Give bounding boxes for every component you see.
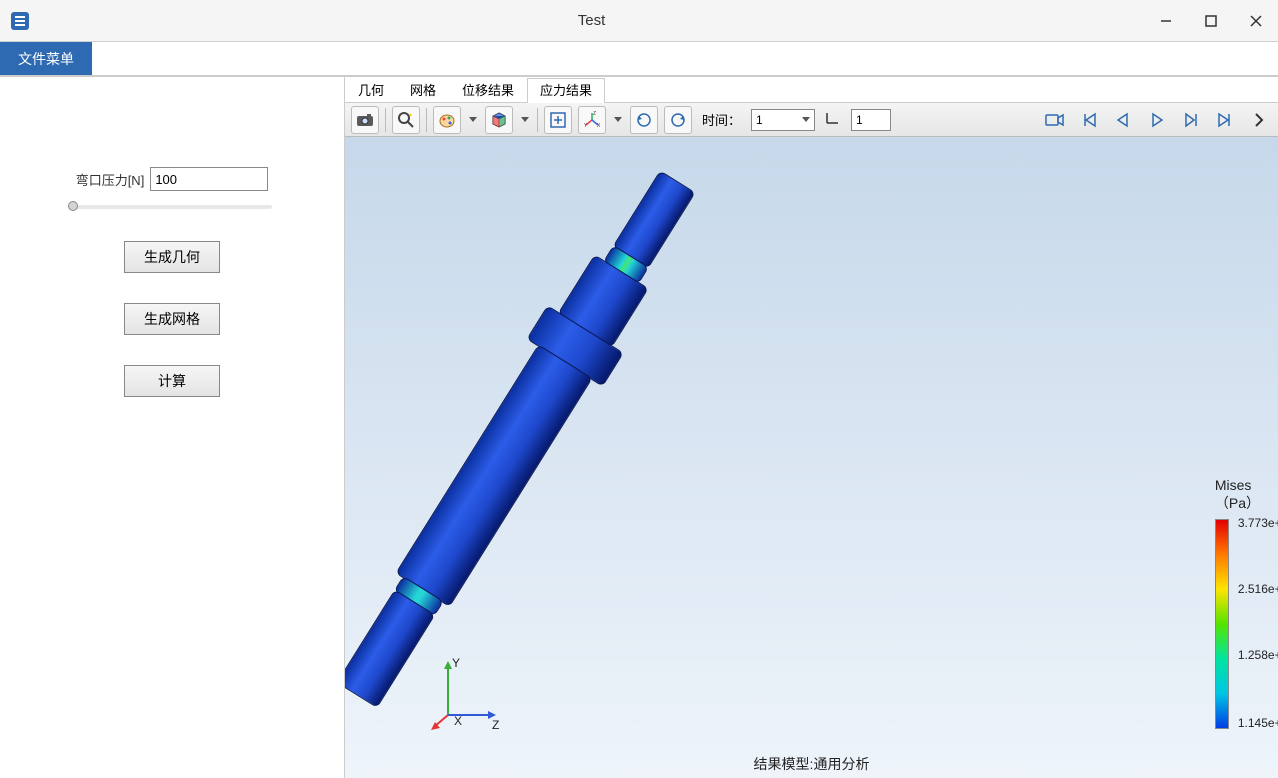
angle-icon [825,109,841,130]
axis-z-label: Z [492,718,499,732]
chevron-down-icon[interactable] [467,117,479,123]
time-label: 时间： [702,110,741,129]
generate-geometry-button[interactable]: 生成几何 [124,241,220,273]
shaft-model [345,159,715,717]
viewport-toolbar: ZY X 时间： 1 1 [345,103,1278,137]
zoom-icon[interactable] [392,106,420,134]
generate-mesh-button[interactable]: 生成网格 [124,303,220,335]
rotate-cw-icon[interactable] [664,106,692,134]
separator [385,108,386,132]
playback-controls [1042,107,1272,133]
bending-force-input[interactable] [150,167,268,191]
coordinate-triad: Y Z X [430,653,510,738]
svg-text:Z: Z [593,111,596,117]
legend-tick: 1.145e+01 [1238,716,1278,730]
legend-title: Mises [1215,477,1260,493]
fit-view-icon[interactable] [544,106,572,134]
tab-0[interactable]: 几何 [345,78,397,103]
time-spin[interactable]: 1 [851,109,891,131]
legend-tick: 2.516e+06 [1238,582,1278,596]
separator [426,108,427,132]
param-label: 弯口压力[N] [76,170,145,189]
time-combo[interactable]: 1 [751,109,815,131]
minimize-button[interactable] [1143,0,1188,42]
axis-x-label: X [454,714,462,728]
palette-icon[interactable] [433,106,461,134]
step-forward-icon[interactable] [1178,107,1204,133]
shaft-segment [345,589,435,708]
camera-icon[interactable] [351,106,379,134]
window-title: Test [40,12,1143,29]
tab-1[interactable]: 网格 [397,78,449,103]
bending-force-slider[interactable] [72,205,272,209]
legend-tick: 3.773e+06 [1238,516,1278,530]
result-tabs: 几何网格位移结果应力结果 [345,77,1278,103]
axes-icon[interactable]: ZY X [578,106,606,134]
viewport-caption: 结果模型:通用分析 [754,754,870,774]
color-legend: Mises （Pa） 3.773e+062.516e+061.258e+061.… [1215,477,1260,735]
skip-end-icon[interactable] [1212,107,1238,133]
chevron-down-icon[interactable] [519,117,531,123]
time-spin-value: 1 [856,113,863,127]
app-icon [8,9,32,33]
rotate-ccw-icon[interactable] [630,106,658,134]
legend-bar: 3.773e+062.516e+061.258e+061.145e+01 [1215,519,1229,729]
svg-text:Y: Y [584,123,588,129]
legend-unit: （Pa） [1215,493,1260,513]
separator [537,108,538,132]
slider-thumb[interactable] [68,201,78,211]
titlebar: Test [0,0,1278,42]
viewport-3d[interactable]: Y Z X Mises （Pa） 3.773e+062.516e+061.258… [345,137,1278,778]
tab-2[interactable]: 位移结果 [449,78,527,103]
menubar: 文件菜单 [0,42,1278,76]
chevron-down-icon[interactable] [612,117,624,123]
shaft-segment [395,344,592,607]
left-panel: 弯口压力[N] 生成几何 生成网格 计算 [0,76,345,778]
skip-start-icon[interactable] [1076,107,1102,133]
close-button[interactable] [1233,0,1278,42]
file-menu[interactable]: 文件菜单 [0,42,92,75]
svg-text:X: X [597,123,601,129]
record-icon[interactable] [1042,107,1068,133]
maximize-button[interactable] [1188,0,1233,42]
legend-tick: 1.258e+06 [1238,648,1278,662]
right-panel: 几何网格位移结果应力结果 ZYX 时间： 1 1 [345,76,1278,778]
play-icon[interactable] [1144,107,1170,133]
compute-button[interactable]: 计算 [124,365,220,397]
axis-y-label: Y [452,656,460,670]
tab-3[interactable]: 应力结果 [527,78,605,103]
step-back-icon[interactable] [1110,107,1136,133]
param-row: 弯口压力[N] [76,167,269,191]
cube-icon[interactable] [485,106,513,134]
time-combo-value: 1 [756,113,763,127]
expand-icon[interactable] [1246,107,1272,133]
